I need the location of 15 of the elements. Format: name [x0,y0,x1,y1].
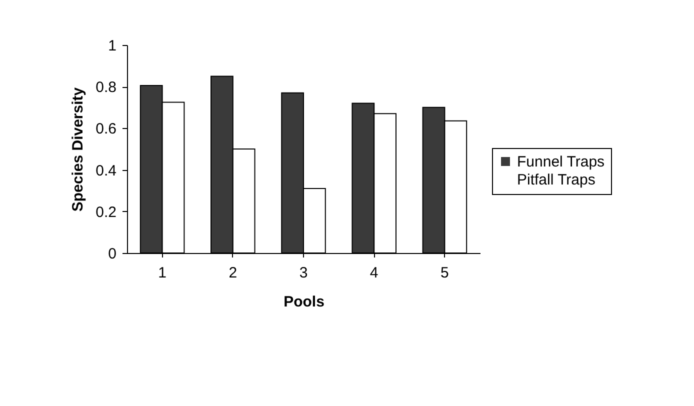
x-tick-label: 2 [228,264,238,282]
y-tick-label: 0.6 [96,120,116,138]
y-tick-label: 0 [108,246,116,262]
x-tick-label: 4 [370,264,378,282]
x-tick-label: 5 [440,264,449,282]
x-tick-label: 1 [158,264,166,282]
x-tick-label: 3 [299,264,308,282]
y-tick-label: 1 [108,38,116,54]
legend-label: Funnel Traps [517,154,605,170]
x-axis-title: Pools [284,294,324,310]
y-tick-label: 0.4 [96,162,116,180]
y-tick-label: 0.2 [96,204,116,221]
y-tick-label: 0.8 [96,79,116,96]
y-axis-title: Species Diversity [70,86,87,212]
text: Pitfall Traps [517,172,596,188]
